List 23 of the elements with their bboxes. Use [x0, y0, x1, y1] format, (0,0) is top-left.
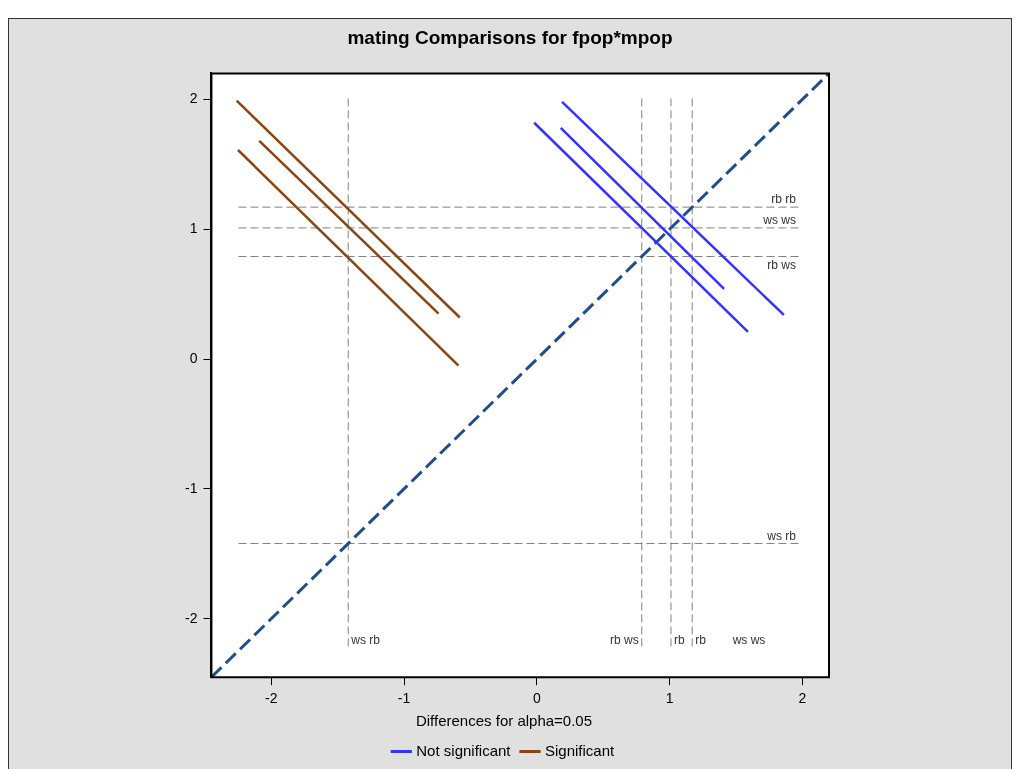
y-tick-label: -2	[185, 609, 198, 626]
ref-line-label: rb rb	[771, 192, 797, 207]
x-tick-label: 2	[798, 690, 807, 707]
ref-line-label: ws ws	[762, 213, 796, 228]
x-tick-label: 1	[665, 690, 674, 707]
y-tick-label: 1	[189, 220, 198, 237]
y-tick-label: 0	[189, 349, 198, 366]
ref-line-label: ws rb	[350, 632, 381, 647]
legend-title: Differences for alpha=0.05	[415, 711, 593, 729]
x-tick-label: -2	[264, 690, 278, 707]
ref-line-label: rb	[695, 632, 707, 647]
legend-label: Not significant	[416, 741, 512, 759]
y-tick-label: 2	[189, 90, 198, 107]
legend-label: Significant	[545, 741, 616, 759]
x-tick-label: 0	[532, 690, 541, 707]
annotation: ws ws	[731, 632, 766, 647]
ref-line-label: ws rb	[766, 528, 797, 543]
ref-line-label: rb ws	[767, 257, 796, 272]
ref-line-label: rb	[673, 632, 685, 647]
y-tick-label: -1	[185, 479, 198, 496]
x-tick-label: -1	[397, 690, 411, 707]
ref-line-label: rb ws	[610, 632, 639, 647]
chart-title: mating Comparisons for fpop*mpop	[346, 27, 674, 49]
